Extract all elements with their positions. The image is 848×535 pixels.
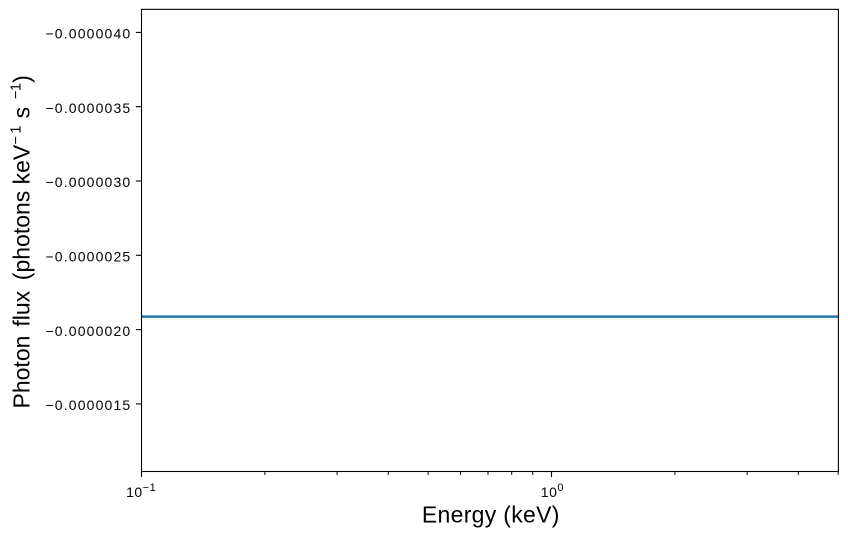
svg-text:−0.0000035: −0.0000035	[45, 100, 131, 116]
svg-text:−0.0000030: −0.0000030	[45, 174, 131, 190]
svg-text:−0.0000015: −0.0000015	[45, 397, 131, 413]
svg-text:Photonflux(photonskeV−1s−1): Photonflux(photonskeV−1s−1)	[9, 75, 35, 408]
svg-text:−0.0000020: −0.0000020	[45, 323, 131, 339]
svg-text:−0.0000040: −0.0000040	[45, 26, 131, 42]
svg-text:−0.0000025: −0.0000025	[45, 249, 131, 265]
svg-text:Energy (keV): Energy (keV)	[422, 501, 560, 527]
